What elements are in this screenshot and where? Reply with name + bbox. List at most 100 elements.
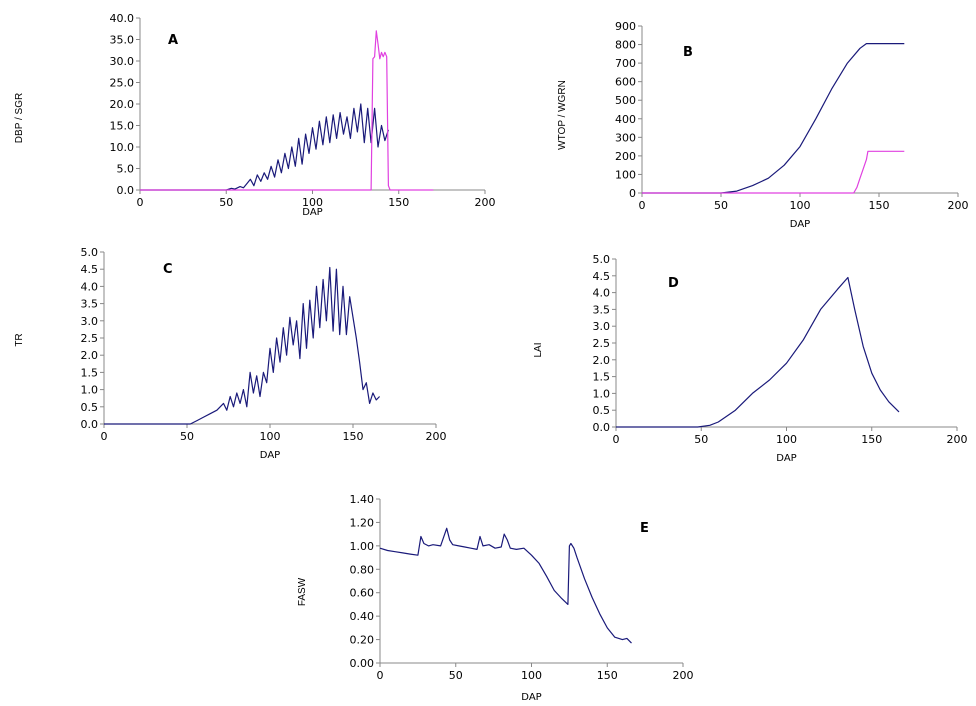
y-tick-label: 1.40: [350, 493, 375, 506]
y-tick-label: 500: [615, 94, 636, 107]
x-tick-label: 100: [302, 196, 323, 209]
x-axis-label: DAP: [776, 453, 796, 464]
y-axis-label: LAI: [533, 342, 544, 357]
x-tick-label: 150: [597, 669, 618, 682]
y-tick-label: 1.20: [350, 516, 375, 529]
y-tick-label: 2.0: [593, 354, 611, 367]
y-tick-label: 400: [615, 113, 636, 126]
y-axis-label: FASW: [297, 577, 308, 606]
y-tick-label: 35.0: [110, 34, 135, 47]
x-tick-label: 150: [343, 430, 364, 443]
x-tick-label: 150: [388, 196, 409, 209]
x-tick-label: 100: [776, 433, 797, 446]
y-tick-label: 200: [615, 150, 636, 163]
x-tick-label: 50: [714, 199, 728, 212]
x-tick-label: 200: [948, 199, 969, 212]
y-tick-label: 5.0: [117, 163, 135, 176]
y-tick-label: 0.20: [350, 634, 375, 647]
panel-letter: C: [163, 262, 173, 277]
x-tick-label: 100: [790, 199, 811, 212]
x-axis-label: DAP: [260, 450, 280, 461]
series-line-1: [642, 42, 905, 194]
y-tick-label: 0.0: [117, 184, 135, 197]
y-tick-label: 3.0: [593, 320, 611, 333]
y-tick-label: 1.5: [593, 371, 611, 384]
x-tick-label: 150: [861, 433, 882, 446]
y-axis-label: WTOP / WGRN: [557, 80, 568, 150]
y-tick-label: 4.0: [81, 280, 99, 293]
x-axis-label: DAP: [302, 207, 322, 218]
y-tick-label: 800: [615, 39, 636, 52]
x-tick-label: 0: [639, 199, 646, 212]
panel-letter: B: [683, 45, 693, 60]
y-tick-label: 15.0: [110, 120, 135, 133]
panel-e: 0.00 0.20 0.40 0.60 0.80 1.00 1.20 1.40 0 50 100 15…: [297, 493, 694, 703]
x-tick-label: 0: [101, 430, 108, 443]
y-tick-label: 1.00: [350, 540, 375, 553]
x-tick-label: 0: [377, 669, 384, 682]
x-axis-label: DAP: [790, 219, 810, 230]
y-tick-label: 300: [615, 131, 636, 144]
y-tick-label: 2.0: [81, 349, 99, 362]
series-line-1: [616, 276, 900, 428]
y-tick-label: 700: [615, 57, 636, 70]
panel-c: 0.0 0.5 1.0 1.5 2.0 2.5 3.0 3.5 4.0 4.5 5.0 0 50 100 1…: [14, 246, 447, 461]
x-tick-label: 50: [219, 196, 233, 209]
y-tick-label: 900: [615, 20, 636, 33]
y-tick-label: 5.0: [593, 253, 611, 266]
y-tick-label: 30.0: [110, 55, 135, 68]
x-tick-label: 200: [426, 430, 447, 443]
y-tick-label: 4.5: [81, 263, 99, 276]
y-tick-label: 0.00: [350, 657, 375, 670]
series-line-1: [379, 527, 632, 644]
y-tick-label: 0.0: [81, 418, 99, 431]
y-axis-label: DBP / SGR: [14, 93, 25, 143]
y-tick-label: 5.0: [81, 246, 99, 259]
y-tick-label: 0.60: [350, 587, 375, 600]
x-tick-label: 200: [673, 669, 694, 682]
x-tick-label: 200: [475, 196, 496, 209]
y-axis-label: TR: [14, 333, 25, 346]
y-tick-label: 1.5: [81, 366, 99, 379]
y-tick-label: 3.5: [81, 298, 99, 311]
x-tick-label: 50: [449, 669, 463, 682]
y-tick-label: 600: [615, 76, 636, 89]
y-tick-label: 2.5: [81, 332, 99, 345]
series-line-2: [642, 150, 905, 194]
y-tick-label: 25.0: [110, 77, 135, 90]
x-tick-label: 100: [521, 669, 542, 682]
y-tick-label: 0.80: [350, 563, 375, 576]
x-tick-label: 0: [613, 433, 620, 446]
y-tick-label: 0.40: [350, 610, 375, 623]
y-tick-label: 20.0: [110, 98, 135, 111]
series-line-2: [140, 30, 434, 191]
y-tick-label: 0.0: [593, 421, 611, 434]
panel-letter: E: [640, 521, 649, 536]
panel-b: 0 100 200 300 400 500 600 700 800 900 0 50 100 150 200…: [557, 20, 969, 230]
panel-d: 0.0 0.5 1.0 1.5 2.0 2.5 3.0 3.5 4.0 4.5 5.0 0 50 100 1…: [533, 253, 968, 464]
y-tick-label: 3.0: [81, 315, 99, 328]
y-tick-label: 0.5: [593, 404, 611, 417]
y-tick-label: 1.0: [81, 384, 99, 397]
y-tick-label: 10.0: [110, 141, 135, 154]
panel-letter: D: [668, 276, 679, 291]
panel-letter: A: [168, 33, 178, 48]
x-tick-label: 100: [260, 430, 281, 443]
y-tick-label: 2.5: [593, 337, 611, 350]
y-tick-label: 40.0: [110, 12, 135, 25]
x-tick-label: 200: [947, 433, 968, 446]
x-axis-label: DAP: [521, 692, 541, 703]
x-tick-label: 50: [180, 430, 194, 443]
panel-a: 0.0 5.0 10.0 15.0 20.0 25.0 30.0 35.0 40.0 0 50 100…: [14, 12, 496, 218]
series-line-1: [140, 103, 389, 191]
y-tick-label: 4.0: [593, 287, 611, 300]
y-tick-label: 1.0: [593, 387, 611, 400]
y-tick-label: 0.5: [81, 401, 99, 414]
x-tick-label: 50: [694, 433, 708, 446]
x-tick-label: 0: [137, 196, 144, 209]
series-line-1: [104, 266, 381, 425]
x-tick-label: 150: [869, 199, 890, 212]
y-tick-label: 100: [615, 168, 636, 181]
y-tick-label: 4.5: [593, 270, 611, 283]
